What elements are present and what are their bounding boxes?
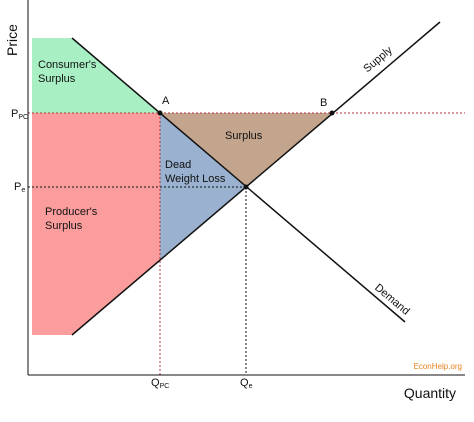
surplus-area <box>160 113 332 187</box>
consumer-surplus-label: Consumer's Surplus <box>38 59 97 85</box>
producer-surplus-label: Producer's Surplus <box>45 206 98 232</box>
y-axis-label: Price <box>4 24 20 56</box>
dead-weight-loss-label: Dead Weight Loss <box>165 159 226 185</box>
producer-surplus-area <box>32 113 160 335</box>
point-b <box>329 110 335 116</box>
price-control-quantity-label: QPC <box>151 377 169 390</box>
demand-curve <box>71 37 406 323</box>
equilibrium-point <box>243 184 249 190</box>
source-label: EconHelp.org <box>414 362 462 371</box>
point-a <box>157 110 163 116</box>
supply-curve <box>71 21 441 336</box>
price-control-label: PPC <box>11 108 28 121</box>
consumer-surplus-area <box>32 38 160 113</box>
equilibrium-price-label: Pe <box>14 181 25 194</box>
surplus-label: Surplus <box>225 130 263 142</box>
point-a-label: A <box>162 95 170 107</box>
equilibrium-quantity-label: Qe <box>240 377 253 390</box>
point-b-label: B <box>320 97 327 109</box>
dead-weight-loss-area <box>160 113 246 260</box>
x-axis-label: Quantity <box>404 385 456 401</box>
supply-label: Supply <box>361 44 395 75</box>
